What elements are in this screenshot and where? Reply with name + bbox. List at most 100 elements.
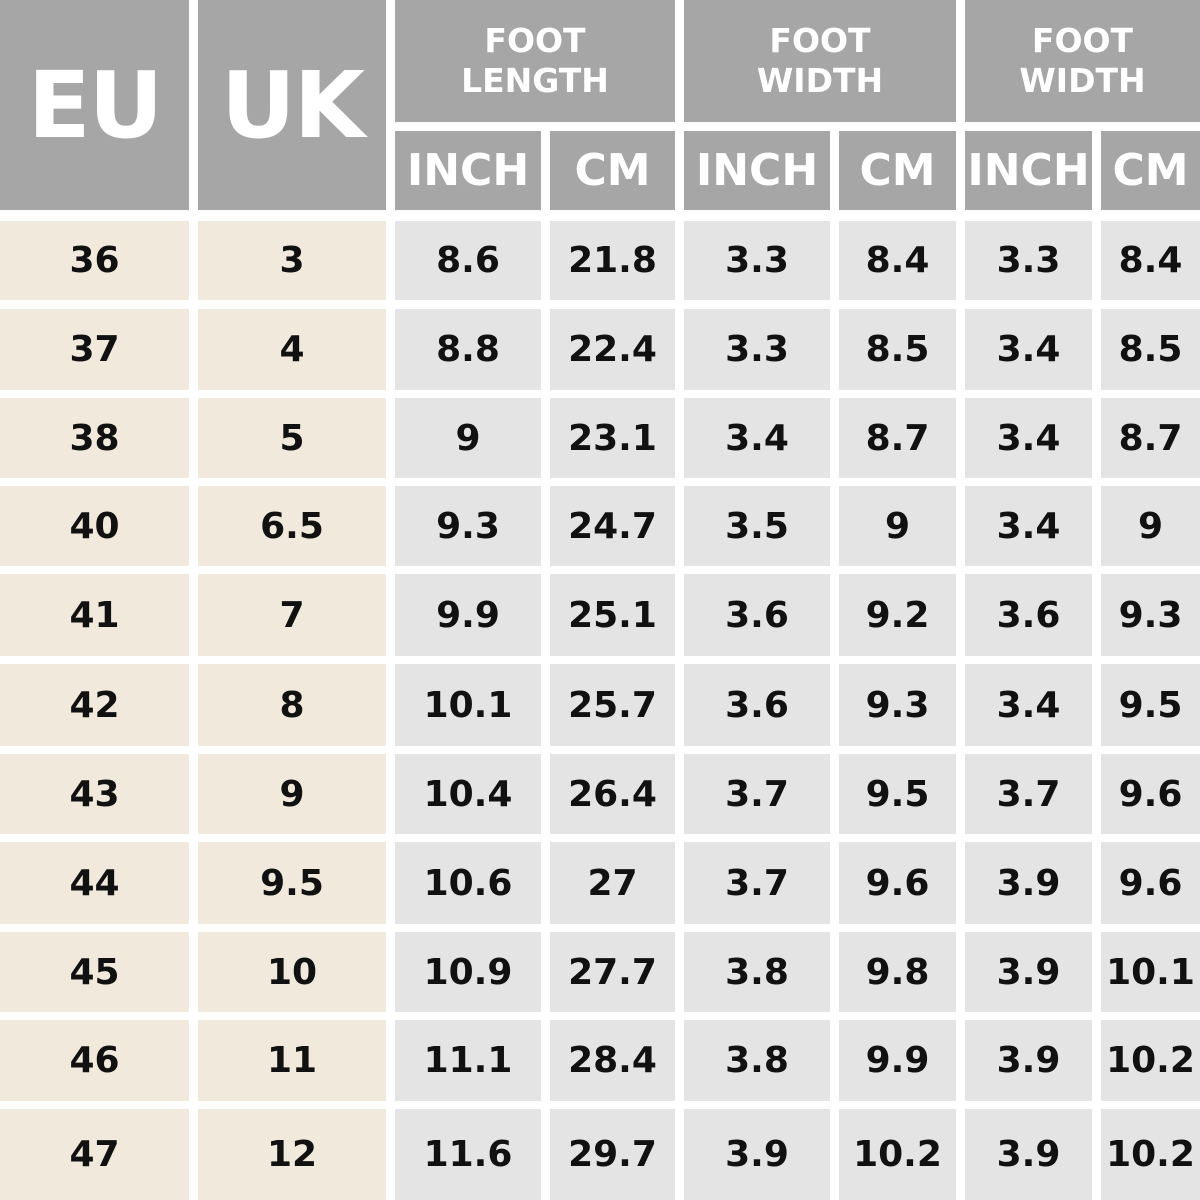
- table-cell: 8: [198, 664, 386, 746]
- table-cell: 27: [550, 842, 675, 924]
- table-cell: 3.4: [965, 398, 1092, 478]
- table-cell: 24.7: [550, 486, 675, 566]
- header-foot-width-2: FOOT WIDTH: [965, 0, 1200, 122]
- table-cell: 9.5: [839, 754, 956, 834]
- table-cell: 9.3: [395, 486, 541, 566]
- table-cell: 3.3: [684, 309, 830, 390]
- group-header-line: WIDTH: [1019, 61, 1146, 100]
- header-eu: EU: [0, 0, 189, 210]
- table-cell: 8.5: [1101, 309, 1200, 390]
- table-cell: 3.6: [684, 664, 830, 746]
- group-header-line: WIDTH: [756, 61, 884, 100]
- table-cell: 10.4: [395, 754, 541, 834]
- table-cell: 9: [839, 486, 956, 566]
- table-cell: 21.8: [550, 221, 675, 300]
- header-foot-width: FOOT WIDTH: [684, 0, 956, 122]
- table-cell: 10.6: [395, 842, 541, 924]
- table-cell: 9.9: [395, 574, 541, 656]
- table-cell: 10: [198, 932, 386, 1012]
- table-cell: 11.6: [395, 1109, 541, 1200]
- table-cell: 6.5: [198, 486, 386, 566]
- table-cell: 3.4: [684, 398, 830, 478]
- table-cell: 44: [0, 842, 189, 924]
- table-cell: 8.7: [1101, 398, 1200, 478]
- table-cell: 9.2: [839, 574, 956, 656]
- table-cell: 9.8: [839, 932, 956, 1012]
- table-cell: 8.6: [395, 221, 541, 300]
- table-cell: 10.1: [395, 664, 541, 746]
- table-cell: 3.6: [684, 574, 830, 656]
- table-cell: 12: [198, 1109, 386, 1200]
- table-cell: 3.9: [965, 1109, 1092, 1200]
- table-cell: 3: [198, 221, 386, 300]
- table-cell: 10.2: [1101, 1020, 1200, 1101]
- group-header-line: FOOT: [484, 21, 586, 60]
- table-cell: 7: [198, 574, 386, 656]
- table-cell: 25.1: [550, 574, 675, 656]
- table-cell: 3.8: [684, 932, 830, 1012]
- table-cell: 42: [0, 664, 189, 746]
- table-cell: 3.7: [684, 842, 830, 924]
- table-cell: 9.3: [839, 664, 956, 746]
- header-foot-length: FOOT LENGTH: [395, 0, 675, 122]
- table-cell: 29.7: [550, 1109, 675, 1200]
- table-cell: 10.9: [395, 932, 541, 1012]
- table-cell: 3.9: [684, 1109, 830, 1200]
- table-cell: 8.8: [395, 309, 541, 390]
- table-cell: 3.3: [684, 221, 830, 300]
- group-header-line: FOOT: [1031, 21, 1134, 60]
- table-cell: 25.7: [550, 664, 675, 746]
- table-cell: 3.7: [965, 754, 1092, 834]
- table-cell: 10.2: [839, 1109, 956, 1200]
- table-cell: 9.6: [839, 842, 956, 924]
- table-cell: 9.5: [1101, 664, 1200, 746]
- table-cell: 9.6: [1101, 754, 1200, 834]
- table-cell: 23.1: [550, 398, 675, 478]
- table-cell: 28.4: [550, 1020, 675, 1101]
- unit-header: INCH: [965, 131, 1092, 210]
- table-cell: 3.8: [684, 1020, 830, 1101]
- table-cell: 9.9: [839, 1020, 956, 1101]
- table-cell: 9: [198, 754, 386, 834]
- table-cell: 36: [0, 221, 189, 300]
- table-cell: 27.7: [550, 932, 675, 1012]
- header-uk: UK: [198, 0, 386, 210]
- table-cell: 3.9: [965, 842, 1092, 924]
- table-cell: 3.4: [965, 309, 1092, 390]
- table-cell: 3.7: [684, 754, 830, 834]
- table-cell: 3.5: [684, 486, 830, 566]
- table-cell: 9.5: [198, 842, 386, 924]
- unit-header: INCH: [395, 131, 541, 210]
- table-cell: 4: [198, 309, 386, 390]
- table-cell: 5: [198, 398, 386, 478]
- table-cell: 3.9: [965, 1020, 1092, 1101]
- table-cell: 43: [0, 754, 189, 834]
- table-cell: 40: [0, 486, 189, 566]
- table-cell: 10.1: [1101, 932, 1200, 1012]
- table-cell: 11.1: [395, 1020, 541, 1101]
- unit-header: CM: [839, 131, 956, 210]
- table-cell: 10.2: [1101, 1109, 1200, 1200]
- table-cell: 45: [0, 932, 189, 1012]
- group-header-line: LENGTH: [461, 61, 609, 100]
- group-header-line: FOOT: [769, 21, 871, 60]
- table-cell: 9: [395, 398, 541, 478]
- table-cell: 37: [0, 309, 189, 390]
- table-cell: 8.4: [1101, 221, 1200, 300]
- table-cell: 47: [0, 1109, 189, 1200]
- table-cell: 8.4: [839, 221, 956, 300]
- table-cell: 3.6: [965, 574, 1092, 656]
- table-cell: 22.4: [550, 309, 675, 390]
- table-cell: 26.4: [550, 754, 675, 834]
- unit-header: INCH: [684, 131, 830, 210]
- table-cell: 3.4: [965, 486, 1092, 566]
- table-cell: 38: [0, 398, 189, 478]
- table-cell: 11: [198, 1020, 386, 1101]
- table-cell: 8.7: [839, 398, 956, 478]
- table-cell: 3.4: [965, 664, 1092, 746]
- table-cell: 9.6: [1101, 842, 1200, 924]
- table-cell: 9.3: [1101, 574, 1200, 656]
- table-cell: 41: [0, 574, 189, 656]
- unit-header: CM: [550, 131, 675, 210]
- table-cell: 3.3: [965, 221, 1092, 300]
